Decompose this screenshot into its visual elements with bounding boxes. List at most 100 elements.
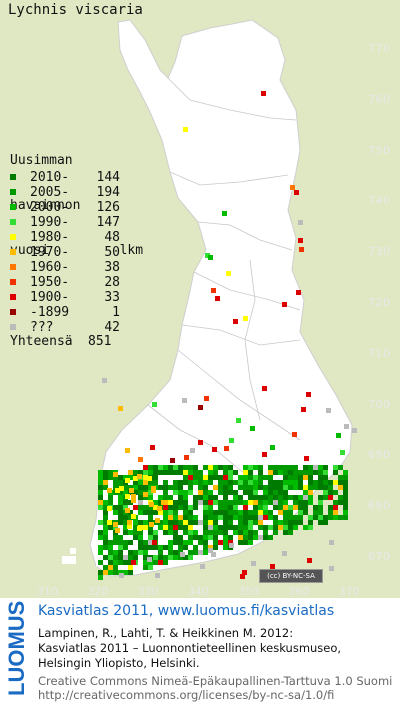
observation-dot <box>200 564 205 569</box>
legend-swatch <box>10 234 16 240</box>
observation-dot <box>218 480 223 485</box>
observation-dot <box>98 485 103 490</box>
observation-dot <box>343 470 348 475</box>
observation-dot <box>338 475 343 480</box>
observation-dot <box>263 515 268 520</box>
observation-dot <box>173 520 178 525</box>
observation-dot <box>238 485 243 490</box>
observation-dot <box>223 480 228 485</box>
observation-dot <box>243 525 248 530</box>
observation-dot <box>138 550 143 555</box>
observation-dot <box>238 495 243 500</box>
observation-dot <box>153 500 158 505</box>
observation-dot <box>268 535 273 540</box>
observation-dot <box>248 480 253 485</box>
observation-dot <box>303 510 308 515</box>
legend-title-line: vuosi lkm <box>10 243 144 258</box>
observation-dot <box>268 495 273 500</box>
luomus-logo[interactable]: LUOMUS <box>4 600 30 698</box>
observation-dot <box>183 510 188 515</box>
observation-dot <box>326 408 331 413</box>
observation-dot <box>118 495 123 500</box>
observation-dot <box>270 564 275 569</box>
observation-dot <box>218 505 223 510</box>
license-url[interactable]: http://creativecommons.org/licenses/by-n… <box>38 688 335 702</box>
observation-dot <box>323 520 328 525</box>
observation-dot <box>128 485 133 490</box>
legend-count: 50 <box>104 245 120 260</box>
legend-row: 2000- 126 <box>10 200 120 215</box>
observation-dot <box>193 500 198 505</box>
legend-swatch <box>10 309 16 315</box>
observation-dot <box>153 470 158 475</box>
legend-swatch <box>10 279 16 285</box>
observation-dot <box>258 480 263 485</box>
observation-dot <box>238 515 243 520</box>
observation-dot <box>183 530 188 535</box>
legend-swatch <box>10 174 16 180</box>
observation-dot <box>243 465 248 470</box>
observation-dot <box>323 480 328 485</box>
observation-dot <box>183 495 188 500</box>
observation-dot <box>288 485 293 490</box>
observation-dot <box>233 515 238 520</box>
observation-dot <box>208 470 213 475</box>
observation-dot <box>278 480 283 485</box>
observation-dot <box>307 558 312 563</box>
observation-dot <box>313 515 318 520</box>
observation-dot <box>258 505 263 510</box>
legend-row: ??? 42 <box>10 320 120 335</box>
observation-dot <box>213 545 218 550</box>
observation-dot <box>208 475 213 480</box>
observation-dot <box>183 540 188 545</box>
observation-dot <box>168 515 173 520</box>
observation-dot <box>108 545 113 550</box>
legend-period: ??? <box>30 320 54 335</box>
observation-dot <box>248 540 253 545</box>
observation-dot <box>248 520 253 525</box>
observation-dot <box>223 515 228 520</box>
observation-dot <box>115 488 120 493</box>
observation-dot <box>343 500 348 505</box>
observation-dot <box>213 525 218 530</box>
observation-dot <box>133 555 138 560</box>
license-badge[interactable]: (cc) BY-NC-SA <box>259 569 323 583</box>
observation-dot <box>218 525 223 530</box>
observation-dot <box>313 505 318 510</box>
observation-dot <box>278 485 283 490</box>
observation-dot <box>283 525 288 530</box>
observation-dot <box>248 490 253 495</box>
observation-dot <box>178 525 183 530</box>
observation-dot <box>223 540 228 545</box>
observation-dot <box>253 475 258 480</box>
observation-dot <box>243 540 248 545</box>
observation-dot <box>188 490 193 495</box>
observation-dot <box>198 480 203 485</box>
observation-dot <box>108 495 113 500</box>
legend-row: 1990- 147 <box>10 215 120 230</box>
observation-dot <box>268 500 273 505</box>
observation-dot <box>298 505 303 510</box>
observation-dot <box>148 495 153 500</box>
atlas-title-link[interactable]: Kasviatlas 2011, www.luomus.fi/kasviatla… <box>38 603 335 619</box>
observation-dot <box>173 550 178 555</box>
observation-dot <box>183 475 188 480</box>
observation-dot <box>268 470 273 475</box>
observation-dot <box>188 555 193 560</box>
observation-dot <box>168 545 173 550</box>
y-tick-label: 750 <box>368 143 391 157</box>
observation-dot <box>223 505 228 510</box>
observation-dot <box>183 545 188 550</box>
observation-dot <box>323 495 328 500</box>
observation-dot <box>183 127 188 132</box>
observation-dot <box>288 505 293 510</box>
observation-dot <box>143 525 148 530</box>
observation-dot <box>240 574 245 579</box>
observation-dot <box>243 475 248 480</box>
observation-dot <box>123 520 128 525</box>
observation-dot <box>236 418 241 423</box>
observation-dot <box>253 480 258 485</box>
legend-period: -1899 <box>30 305 70 320</box>
legend-count: 144 <box>96 170 120 185</box>
observation-dot <box>198 540 203 545</box>
